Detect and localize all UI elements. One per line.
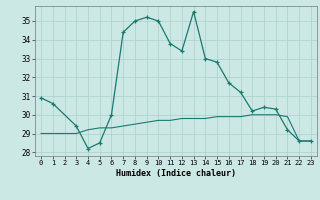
- X-axis label: Humidex (Indice chaleur): Humidex (Indice chaleur): [116, 169, 236, 178]
